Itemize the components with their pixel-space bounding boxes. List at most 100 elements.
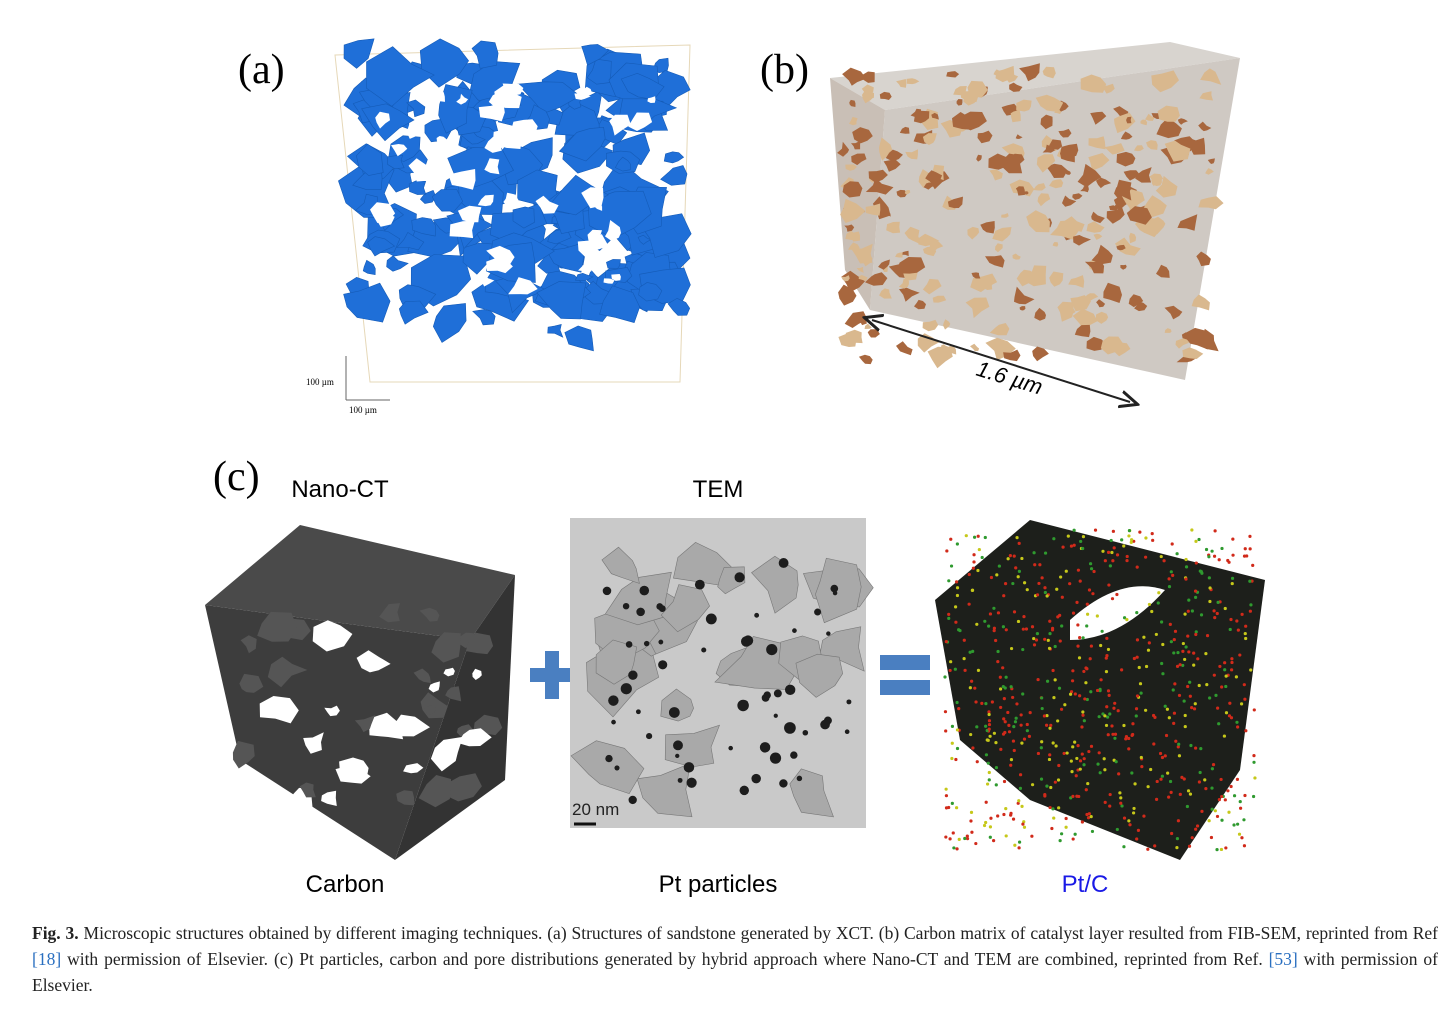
particle — [1009, 646, 1014, 651]
artwork-shape — [1140, 119, 1148, 126]
particle — [1017, 840, 1022, 844]
artwork-shape — [343, 282, 391, 323]
particle — [1169, 790, 1173, 794]
particle — [1230, 660, 1234, 665]
particle — [1139, 755, 1143, 760]
particle — [1220, 546, 1224, 551]
artwork-shape — [1128, 294, 1144, 308]
particle — [1176, 745, 1180, 749]
particle — [1115, 827, 1119, 832]
artwork-shape — [898, 278, 909, 289]
particle — [1146, 785, 1150, 789]
artwork-shape — [431, 632, 461, 663]
artwork-shape — [862, 71, 875, 83]
particle — [950, 741, 954, 745]
artwork-shape — [844, 224, 855, 232]
particle — [1092, 569, 1096, 574]
artwork-shape — [457, 728, 492, 747]
particle — [963, 836, 967, 841]
artwork-shape — [577, 234, 609, 259]
particle — [1168, 779, 1173, 784]
artwork-shape — [1120, 264, 1127, 270]
particle — [1156, 601, 1160, 605]
artwork-shape — [1200, 68, 1222, 85]
particle — [1019, 723, 1023, 727]
particle — [1238, 806, 1243, 810]
particle — [1172, 721, 1176, 726]
particle — [1243, 793, 1247, 798]
panel-label: (c) — [213, 454, 260, 500]
particle — [1192, 707, 1197, 711]
particle — [1076, 568, 1081, 572]
artwork-shape — [407, 122, 419, 139]
particle — [1070, 770, 1074, 774]
artwork-shape — [1016, 99, 1032, 112]
artwork-shape — [1129, 232, 1137, 244]
particle — [1251, 563, 1255, 567]
particle — [1084, 788, 1088, 792]
artwork-shape — [956, 99, 963, 106]
artwork-shape — [1068, 275, 1085, 288]
particle — [1086, 816, 1091, 820]
artwork-shape — [472, 309, 496, 326]
particle — [1204, 787, 1208, 791]
particle — [1178, 792, 1182, 796]
particle — [954, 806, 959, 810]
particle — [996, 814, 1000, 818]
particle — [705, 613, 717, 625]
particle — [1110, 597, 1115, 601]
particle — [1151, 538, 1155, 542]
particle — [1022, 737, 1027, 741]
particle — [1105, 654, 1109, 658]
particle — [1195, 824, 1200, 828]
particle — [1084, 681, 1088, 685]
particle — [1163, 754, 1167, 758]
particle — [796, 775, 803, 782]
artwork-shape — [879, 91, 892, 100]
reference-link[interactable]: [18] — [32, 949, 62, 969]
artwork-shape — [851, 140, 861, 150]
particle — [1178, 663, 1182, 667]
particle — [1252, 708, 1256, 712]
particle — [1242, 683, 1246, 687]
particle — [658, 660, 668, 670]
reference-link[interactable]: [53] — [1268, 949, 1298, 969]
artwork-shape — [967, 226, 980, 240]
artwork-shape — [932, 295, 947, 303]
artwork-shape — [1015, 186, 1025, 196]
particle — [996, 649, 1000, 654]
particle — [1108, 564, 1112, 568]
particle — [1054, 744, 1058, 748]
particle — [1082, 669, 1086, 674]
particle — [949, 537, 953, 541]
particle — [1104, 670, 1109, 674]
particle — [1021, 647, 1025, 652]
artwork-shape — [1049, 179, 1064, 189]
particle — [1040, 696, 1044, 700]
artwork-shape — [971, 272, 981, 279]
particle — [1022, 615, 1026, 619]
artwork-shape — [324, 705, 340, 717]
particle — [1045, 679, 1050, 683]
particle — [1235, 619, 1239, 623]
particle — [1059, 575, 1063, 579]
particle — [844, 729, 850, 735]
artwork-shape — [1104, 143, 1125, 155]
particle — [1069, 544, 1074, 548]
particle — [1184, 645, 1188, 649]
particle — [1112, 706, 1116, 710]
particle — [1170, 542, 1174, 546]
particle — [1083, 697, 1087, 701]
particle — [953, 605, 958, 609]
particle — [987, 712, 991, 717]
artwork-shape — [1187, 137, 1206, 155]
particle — [965, 834, 969, 838]
particle — [1048, 619, 1052, 623]
particle — [1106, 550, 1111, 554]
particle — [994, 638, 998, 643]
particle — [751, 773, 761, 784]
particle — [773, 713, 778, 718]
particle — [975, 622, 979, 626]
particle — [1085, 697, 1089, 702]
artwork-shape — [465, 632, 494, 655]
